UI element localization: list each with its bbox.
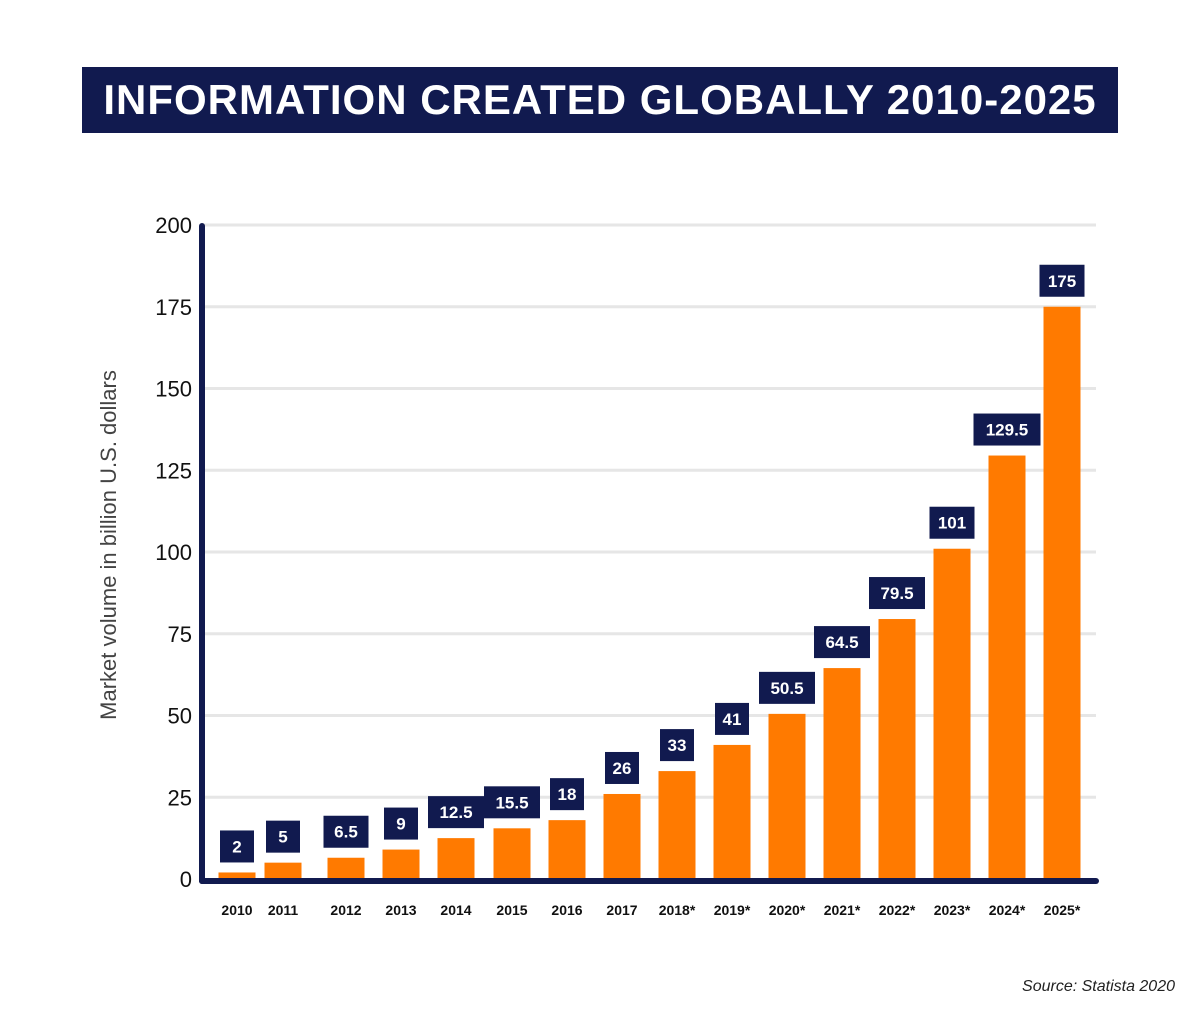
x-tick-label: 2024* bbox=[989, 902, 1026, 918]
x-tick-label: 2022* bbox=[879, 902, 916, 918]
y-tick-label: 25 bbox=[168, 785, 192, 810]
x-tick-label: 2010 bbox=[221, 902, 252, 918]
y-tick-label: 150 bbox=[155, 377, 192, 402]
x-tick-label: 2015 bbox=[496, 902, 527, 918]
data-label-box bbox=[384, 807, 418, 840]
bar bbox=[437, 838, 475, 879]
bar bbox=[713, 744, 751, 879]
x-tick-label: 2023* bbox=[934, 902, 971, 918]
data-label-box bbox=[266, 820, 300, 853]
data-label: 12.5 bbox=[439, 803, 472, 822]
data-label: 33 bbox=[668, 736, 687, 755]
data-label-box bbox=[759, 671, 815, 704]
data-label-box bbox=[323, 815, 369, 848]
data-label-box bbox=[428, 796, 484, 829]
y-tick-label: 0 bbox=[180, 867, 192, 892]
data-label: 79.5 bbox=[880, 584, 913, 603]
data-label-box bbox=[660, 729, 694, 762]
data-label: 101 bbox=[938, 514, 966, 533]
data-label-box bbox=[814, 626, 870, 659]
data-label: 64.5 bbox=[825, 633, 858, 652]
bar bbox=[548, 820, 586, 879]
bar bbox=[382, 849, 420, 879]
x-tick-label: 2011 bbox=[268, 902, 299, 918]
data-label: 175 bbox=[1048, 272, 1076, 291]
bar bbox=[493, 828, 531, 879]
y-axis-label: Market volume in billion U.S. dollars bbox=[96, 370, 121, 720]
data-label-box bbox=[929, 506, 975, 539]
data-label-box bbox=[484, 786, 540, 819]
y-tick-label: 50 bbox=[168, 704, 192, 729]
x-tick-label: 2021* bbox=[824, 902, 861, 918]
bar bbox=[1043, 306, 1081, 879]
x-tick-label: 2012 bbox=[330, 902, 361, 918]
data-label-box bbox=[715, 702, 749, 735]
x-tick-label: 2020* bbox=[769, 902, 806, 918]
y-tick-label: 100 bbox=[155, 540, 192, 565]
data-label-box bbox=[220, 830, 254, 863]
bar bbox=[218, 872, 256, 879]
y-tick-label: 200 bbox=[155, 213, 192, 238]
y-tick-label: 125 bbox=[155, 458, 192, 483]
source-note: Source: Statista 2020 bbox=[1022, 978, 1175, 995]
bar bbox=[658, 771, 696, 879]
data-labels: 2 5 6.5 9 12.5 15.5 18 26 33 41 50.5 64.5 79.5 101 129… bbox=[220, 264, 1085, 863]
bar bbox=[327, 857, 365, 879]
data-label: 15.5 bbox=[495, 793, 528, 812]
axes bbox=[199, 223, 1099, 884]
x-tick-label: 2018* bbox=[659, 902, 696, 918]
x-tick-label: 2014 bbox=[440, 902, 471, 918]
data-label: 26 bbox=[613, 759, 632, 778]
x-tick-label: 2025* bbox=[1044, 902, 1081, 918]
x-tick-label: 2019* bbox=[714, 902, 751, 918]
data-label-box bbox=[605, 751, 639, 784]
data-label-box bbox=[1039, 264, 1085, 297]
y-tick-label: 75 bbox=[168, 622, 192, 647]
bar bbox=[988, 455, 1026, 879]
y-tick-label: 175 bbox=[155, 295, 192, 320]
x-tick-label: 2016 bbox=[551, 902, 582, 918]
data-label: 18 bbox=[558, 785, 577, 804]
bar bbox=[603, 793, 641, 879]
bar bbox=[933, 548, 971, 879]
data-label-box bbox=[869, 577, 925, 610]
data-label-box bbox=[550, 778, 584, 811]
data-label: 129.5 bbox=[986, 421, 1029, 440]
data-label: 41 bbox=[723, 710, 742, 729]
bar bbox=[768, 713, 806, 879]
data-label: 2 bbox=[232, 837, 241, 856]
bar bbox=[264, 862, 302, 879]
data-label: 50.5 bbox=[770, 679, 803, 698]
data-label: 5 bbox=[278, 828, 287, 847]
data-label-box bbox=[973, 413, 1041, 446]
x-tick-label: 2017 bbox=[606, 902, 637, 918]
data-label: 6.5 bbox=[334, 823, 358, 842]
bar bbox=[823, 668, 861, 879]
chart-title: INFORMATION CREATED GLOBALLY 2010-2025 bbox=[82, 67, 1118, 133]
data-label: 9 bbox=[396, 815, 405, 834]
bars bbox=[218, 306, 1081, 879]
bar bbox=[878, 619, 916, 879]
x-tick-label: 2013 bbox=[385, 902, 416, 918]
